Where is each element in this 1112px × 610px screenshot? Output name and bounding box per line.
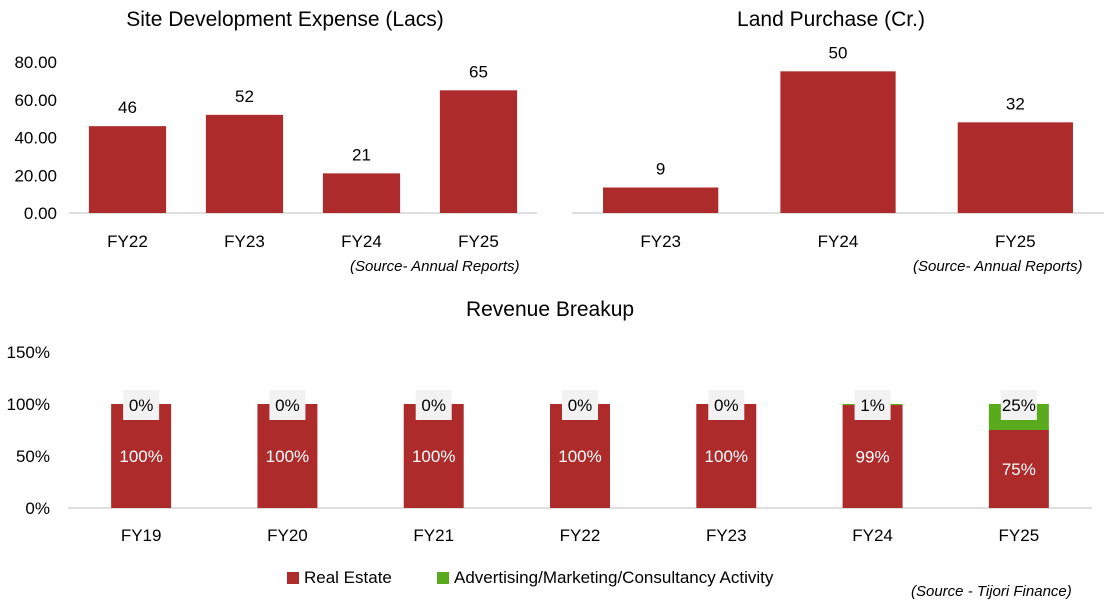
data-label: 52 xyxy=(235,87,254,106)
y-tick-label: 60.00 xyxy=(14,91,57,110)
data-label-box xyxy=(562,390,598,420)
data-label-box xyxy=(415,390,452,420)
data-label: 1% xyxy=(860,396,885,415)
data-label: 100% xyxy=(412,447,455,466)
source-note: (Source- Annual Reports) xyxy=(913,258,1083,275)
chart-title: Land Purchase (Cr.) xyxy=(737,8,925,31)
revenue-breakup-chart: Revenue Breakup 0% 50% 100% 150% 100% 0% FY19 1… xyxy=(0,290,1112,610)
chart-title: Site Development Expense (Lacs) xyxy=(126,8,444,31)
x-tick-label: FY25 xyxy=(458,232,499,251)
bar xyxy=(88,126,167,213)
data-label: 0% xyxy=(129,396,154,415)
bar-real-estate xyxy=(111,404,172,508)
site-development-plot: 0.00 20.00 40.00 60.00 80.00 46 FY22 52 FY23 21 FY… xyxy=(14,53,537,251)
data-label: 100% xyxy=(266,447,309,466)
data-label-box xyxy=(854,390,891,420)
bar xyxy=(439,90,518,213)
bar-real-estate xyxy=(988,430,1049,508)
data-label: 0% xyxy=(714,396,739,415)
legend-item-advertising: Advertising/Marketing/Consultancy Activi… xyxy=(437,568,773,588)
data-label: 100% xyxy=(558,447,601,466)
data-label: 75% xyxy=(1002,460,1036,479)
data-label: 0% xyxy=(421,396,446,415)
x-tick-label: FY23 xyxy=(706,526,747,545)
data-label-box xyxy=(269,390,306,420)
legend-item-real-estate: Real Estate xyxy=(287,568,392,588)
legend-label: Advertising/Marketing/Consultancy Activi… xyxy=(454,568,774,587)
y-tick-label: 80.00 xyxy=(14,53,57,72)
x-tick-label: FY19 xyxy=(121,526,162,545)
x-tick-label: FY21 xyxy=(413,526,454,545)
x-tick-label: FY24 xyxy=(818,232,859,251)
data-label: 25% xyxy=(1002,396,1036,415)
data-label: 32 xyxy=(1006,94,1025,113)
data-label-box xyxy=(708,390,745,420)
chart-title: Revenue Breakup xyxy=(465,298,635,321)
legend-label: Real Estate xyxy=(304,568,392,587)
bar xyxy=(205,114,284,213)
land-purchase-plot: 9 FY23 50 FY24 32 FY25 xyxy=(572,43,1104,251)
x-tick-label: FY25 xyxy=(995,232,1036,251)
data-label: 100% xyxy=(705,447,748,466)
y-tick-label: 0.00 xyxy=(24,204,57,223)
bar-real-estate xyxy=(257,404,318,508)
bar-real-estate xyxy=(696,404,757,508)
data-label: 65 xyxy=(469,62,488,81)
data-label: 100% xyxy=(119,447,162,466)
x-tick-label: FY24 xyxy=(852,526,893,545)
y-tick-label: 20.00 xyxy=(14,166,57,185)
bar xyxy=(780,71,896,213)
bar xyxy=(603,187,719,213)
data-label: 9 xyxy=(656,160,665,179)
data-label: 50 xyxy=(829,43,848,62)
source-note: (Source - Tijori Finance) xyxy=(911,583,1072,600)
x-tick-label: FY20 xyxy=(267,526,308,545)
y-tick-label: 40.00 xyxy=(14,129,57,148)
source-note: (Source- Annual Reports) xyxy=(350,258,520,275)
bar xyxy=(957,122,1073,213)
y-tick-label: 0% xyxy=(25,499,50,518)
legend: Real Estate Advertising/Marketing/Consul… xyxy=(0,568,1112,592)
revenue-breakup-plot: 0% 50% 100% 150% 100% 0% FY19 100% 0% FY20 100% 0% F… xyxy=(7,343,1092,545)
data-label: 21 xyxy=(352,145,371,164)
data-label: 0% xyxy=(568,396,593,415)
legend-swatch xyxy=(437,572,449,584)
data-label: 46 xyxy=(118,98,137,117)
x-tick-label: FY23 xyxy=(640,232,681,251)
x-tick-label: FY22 xyxy=(560,526,601,545)
y-tick-label: 150% xyxy=(7,343,50,362)
legend-swatch xyxy=(287,572,299,584)
site-development-chart: Site Development Expense (Lacs) 0.00 20.0… xyxy=(0,0,556,285)
bar xyxy=(322,173,401,213)
x-tick-label: FY24 xyxy=(341,232,382,251)
x-tick-label: FY25 xyxy=(999,526,1040,545)
y-tick-label: 50% xyxy=(16,447,50,466)
bar-real-estate xyxy=(842,405,903,508)
y-tick-label: 100% xyxy=(7,395,50,414)
data-label-box xyxy=(1000,390,1037,420)
land-purchase-chart: Land Purchase (Cr.) 9 FY23 50 FY24 32 FY25 (S… xyxy=(556,0,1112,285)
data-label-box xyxy=(123,390,160,420)
bar-real-estate xyxy=(403,404,464,508)
data-label: 0% xyxy=(275,396,300,415)
x-tick-label: FY22 xyxy=(107,232,148,251)
data-label: 99% xyxy=(856,448,890,467)
x-tick-label: FY23 xyxy=(224,232,265,251)
bar-real-estate xyxy=(550,404,610,508)
